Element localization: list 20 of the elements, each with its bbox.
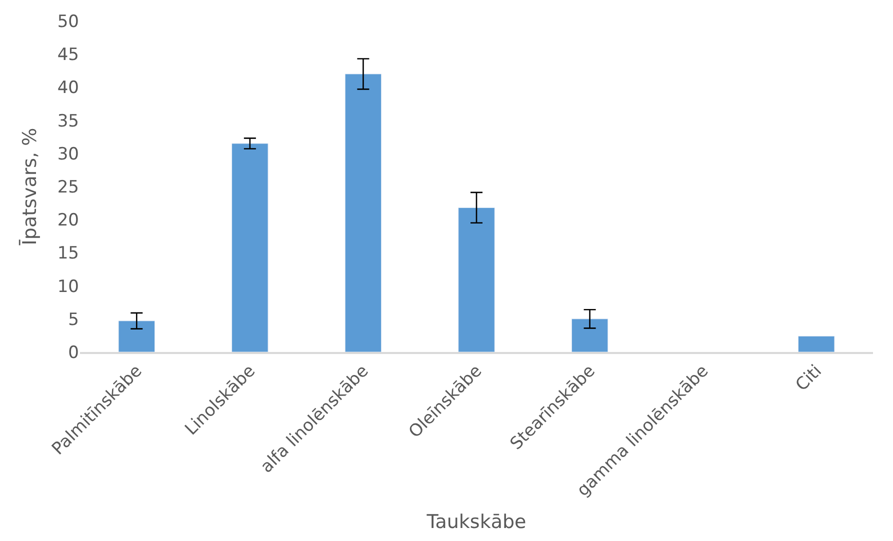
y-tick-label: 0 bbox=[68, 342, 79, 363]
bar bbox=[232, 143, 268, 352]
y-tick-label: 10 bbox=[57, 276, 79, 297]
bar bbox=[798, 336, 835, 352]
y-tick-label: 5 bbox=[68, 310, 79, 330]
bar bbox=[344, 74, 382, 352]
x-tick-label: Citi bbox=[792, 361, 826, 396]
y-tick-label: 40 bbox=[57, 78, 79, 98]
y-tick-label: 20 bbox=[57, 210, 79, 231]
bar bbox=[118, 320, 156, 352]
x-axis-title: Taukskābe bbox=[426, 510, 526, 533]
y-tick-label: 35 bbox=[57, 111, 79, 132]
y-tick-label: 15 bbox=[57, 244, 79, 264]
y-axis-title: Īpatsvars, % bbox=[18, 128, 42, 246]
y-tick-label: 30 bbox=[57, 144, 79, 164]
y-tick-label: 45 bbox=[57, 45, 79, 66]
y-tick-label: 50 bbox=[57, 12, 79, 32]
bar bbox=[571, 318, 608, 352]
bar bbox=[458, 207, 495, 352]
y-tick-label: 25 bbox=[57, 177, 79, 198]
